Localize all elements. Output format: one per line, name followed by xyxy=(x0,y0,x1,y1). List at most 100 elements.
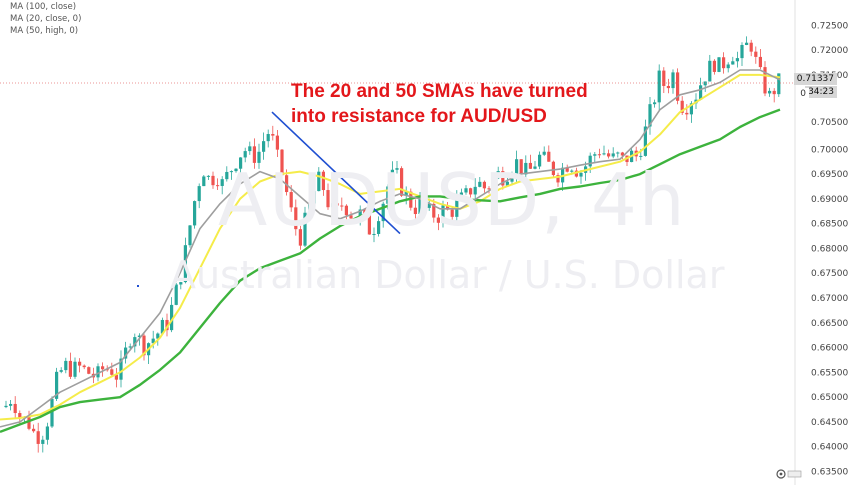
candle-body xyxy=(55,371,59,399)
settings-gear-icon[interactable] xyxy=(775,467,803,481)
candle-body xyxy=(317,171,321,192)
candle-body xyxy=(542,151,546,155)
candle-body xyxy=(363,209,367,215)
watermark-description: Australian Dollar / U.S. Dollar xyxy=(170,253,725,297)
trendline-group xyxy=(137,111,401,287)
candle-body xyxy=(611,153,615,157)
candle-body xyxy=(13,403,17,414)
candle-body xyxy=(441,205,445,223)
candle-body xyxy=(459,192,463,199)
candle-body xyxy=(395,168,399,170)
annotation-text: The 20 and 50 SMAs have turned into resi… xyxy=(291,79,588,129)
candle-body xyxy=(772,90,776,95)
candle-body xyxy=(160,319,164,334)
candle-body xyxy=(211,175,215,186)
ma-line-1 xyxy=(0,108,781,434)
y-tick-label: 0.64000 xyxy=(811,443,848,453)
candle-body xyxy=(101,366,105,370)
candle-body xyxy=(657,70,661,103)
candle-body xyxy=(285,175,289,193)
candle-body xyxy=(9,403,13,406)
candle-body xyxy=(82,365,86,368)
candle-body xyxy=(758,56,762,68)
candle-body xyxy=(128,346,132,348)
ma-line-0 xyxy=(0,73,781,421)
candle-body xyxy=(262,141,266,152)
candle-body xyxy=(271,134,275,136)
candle-body xyxy=(266,134,270,142)
candle-body xyxy=(639,155,643,157)
moving-average-lines xyxy=(0,69,781,434)
legend-ma50[interactable]: MA (50, high, 0) xyxy=(10,26,79,36)
candle-body xyxy=(653,102,657,105)
candle-body xyxy=(326,190,330,208)
candle-body xyxy=(4,405,8,408)
y-tick-label: 0.66000 xyxy=(811,344,848,354)
candle-body xyxy=(616,152,620,154)
y-tick-label: 0.69500 xyxy=(811,170,848,180)
candle-body xyxy=(538,154,542,167)
candle-body xyxy=(597,154,601,156)
candle-body xyxy=(427,203,431,208)
candle-body xyxy=(404,191,408,196)
candle-body xyxy=(671,72,675,89)
candle-body xyxy=(418,198,422,215)
y-tick-label: 0.68000 xyxy=(811,244,848,254)
candle-body xyxy=(41,439,45,444)
candle-body xyxy=(745,42,749,45)
candle-body xyxy=(717,57,721,72)
candle-body xyxy=(252,146,256,163)
candle-body xyxy=(386,186,390,204)
watermark-symbol: AUDUSD, 4h xyxy=(218,158,687,242)
candle-body xyxy=(298,229,302,246)
y-tick-label: 0.67000 xyxy=(811,294,848,304)
y-tick-label: 0.72500 xyxy=(811,21,848,31)
candle-body xyxy=(220,179,224,186)
candle-body xyxy=(432,203,436,218)
candle-body xyxy=(289,192,293,208)
candle-body xyxy=(32,428,36,432)
candle-body xyxy=(50,398,54,427)
candle-body xyxy=(188,225,192,246)
candle-body xyxy=(749,42,753,52)
y-tick-label: 0.63500 xyxy=(811,468,848,478)
candle-body xyxy=(505,181,509,186)
legend-ma100[interactable]: MA (100, close) xyxy=(10,2,77,12)
trendline[interactable] xyxy=(271,111,401,235)
y-tick-label: 0.70000 xyxy=(811,145,848,155)
candle-body xyxy=(492,178,496,189)
candle-body xyxy=(303,212,307,246)
candle-body xyxy=(446,205,450,210)
candle-body xyxy=(197,186,201,202)
candle-body xyxy=(248,146,252,152)
candle-body xyxy=(676,72,680,101)
candle-body xyxy=(487,188,491,190)
candle-body xyxy=(243,151,247,158)
candle-body xyxy=(193,201,197,226)
ma-line-2 xyxy=(0,69,781,428)
candle-body xyxy=(620,152,624,156)
candle-body xyxy=(216,185,220,187)
last-price-badge: 0.71337 xyxy=(793,73,837,85)
candle-body xyxy=(372,233,376,235)
y-tick-label: 0.67500 xyxy=(811,269,848,279)
legend-ma20[interactable]: MA (20, close, 0) xyxy=(10,14,82,24)
indicator-legend: MA (100, close) MA (20, close, 0) MA (50… xyxy=(10,1,81,37)
candle-body xyxy=(114,374,118,380)
candle-body xyxy=(133,337,137,347)
candle-body xyxy=(183,245,187,283)
candle-body xyxy=(349,215,353,219)
candle-body xyxy=(96,366,100,378)
price-axis[interactable]: 0.725000.720000.715000.705000.700000.695… xyxy=(811,21,848,477)
candle-body xyxy=(763,67,767,94)
candle-body xyxy=(519,159,523,175)
candle-body xyxy=(381,203,385,222)
candle-body xyxy=(124,347,128,359)
marker-dot xyxy=(137,285,139,287)
candle-body xyxy=(602,153,606,155)
candle-body xyxy=(708,60,712,82)
candle-body xyxy=(643,126,647,156)
candle-body xyxy=(662,70,666,86)
candle-body xyxy=(234,168,238,172)
